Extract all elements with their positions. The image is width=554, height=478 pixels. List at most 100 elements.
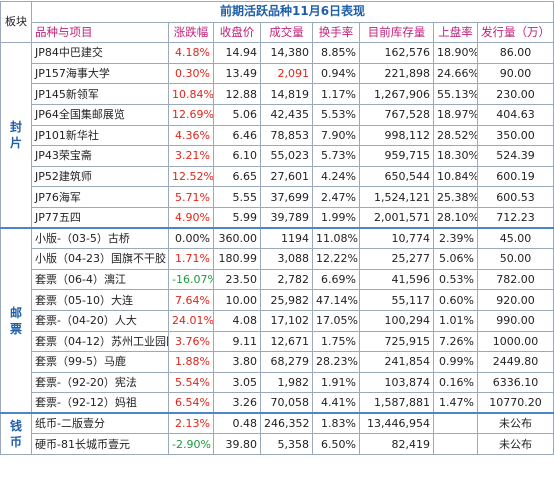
cell-volume: 1194	[260, 227, 313, 250]
cell-name: 纸币-二版壹分	[31, 412, 169, 435]
cell-name: 套票（99-5）马鹿	[31, 351, 169, 373]
cell-listing: 28.52%	[433, 124, 478, 147]
cell-issue: 90.00	[476, 62, 554, 85]
market-table: 板块 前期活跃品种11月6日表现 品种与项目 涨跌幅 收盘价 成交量 换手率 目…	[0, 0, 554, 456]
cell-turnover: 1.17%	[312, 83, 360, 105]
cell-close: 14.94	[213, 42, 261, 64]
col-header-volume: 成交量	[260, 21, 313, 44]
cell-stock: 725,915	[359, 330, 434, 353]
cell-issue: 未公布	[476, 433, 554, 456]
cell-name: JP76海军	[31, 186, 169, 208]
cell-listing: 0.53%	[433, 268, 478, 291]
table-row: JP52建筑师 12.52% 6.65 27,601 4.24% 650,544 10.84…	[1, 165, 554, 188]
cell-name: 套票（04-12）苏州工业园区	[31, 330, 169, 353]
cell-close: 6.46	[213, 124, 261, 147]
cell-listing: 55.13%	[433, 83, 478, 105]
cell-volume: 246,352	[260, 412, 313, 435]
cell-stock: 1,267,906	[359, 83, 434, 105]
table-row: 套票-（92-12）妈祖 6.54% 3.26 70,058 4.41% 1,587,88…	[1, 392, 554, 414]
cell-volume: 68,279	[260, 351, 313, 373]
cell-listing: 0.60%	[433, 289, 478, 311]
cell-listing: 18.90%	[433, 42, 478, 64]
cell-close: 5.06	[213, 103, 261, 126]
cell-change: -16.07%	[168, 268, 214, 291]
cell-change: 6.54%	[168, 392, 214, 414]
cell-issue: 1000.00	[476, 330, 554, 353]
cell-listing: 5.06%	[433, 248, 478, 270]
cell-listing: 18.97%	[433, 103, 478, 126]
cell-change: 12.52%	[168, 165, 214, 188]
cell-issue: 782.00	[476, 268, 554, 291]
section-label: 封 片	[0, 42, 32, 229]
table-row: 封 片 JP84中巴建交 4.18% 14.94 14,380 8.85% 162,576 1…	[0, 42, 554, 229]
cell-close: 12.88	[213, 83, 261, 105]
table-row: 钱 币纸币-二版壹分 2.13% 0.48 246,352 1.83% 13,446,95…	[0, 412, 554, 456]
cell-name: 小版（04-23）国旗不干胶	[31, 248, 169, 270]
cell-name: JP157海事大学	[31, 62, 169, 85]
cell-name: 硬币-81长城币壹元	[31, 433, 169, 456]
cell-name: JP84中巴建交	[31, 42, 169, 64]
cell-turnover: 47.14%	[312, 289, 360, 311]
cell-name: JP43荣宝斋	[31, 145, 169, 167]
cell-issue: 2449.80	[476, 351, 554, 373]
cell-volume: 5,358	[260, 433, 313, 456]
cell-turnover: 2.47%	[312, 186, 360, 208]
cell-turnover: 1.91%	[312, 371, 360, 394]
cell-listing: 10.84%	[433, 165, 478, 188]
cell-close: 13.49	[213, 62, 261, 85]
table-row: 套票（99-5）马鹿 1.88% 3.80 68,279 28.23% 241,854 0.…	[1, 351, 554, 373]
cell-stock: 100,294	[359, 309, 434, 332]
cell-stock: 767,528	[359, 103, 434, 126]
cell-name: 小版-（03-5）古桥	[31, 227, 169, 250]
cell-issue: 10770.20	[476, 392, 554, 414]
cell-stock: 650,544	[359, 165, 434, 188]
section-label: 钱 币	[0, 412, 32, 456]
cell-turnover: 6.69%	[312, 268, 360, 291]
table-row: JP145新领军 10.84% 12.88 14,819 1.17% 1,267,906 5…	[1, 83, 554, 105]
cell-stock: 959,715	[359, 145, 434, 167]
cell-close: 6.65	[213, 165, 261, 188]
cell-change: 4.90%	[168, 206, 214, 229]
cell-close: 180.99	[213, 248, 261, 270]
cell-issue: 600.19	[476, 165, 554, 188]
cell-volume: 17,102	[260, 309, 313, 332]
table-row: 套票（06-4）漓江 -16.07% 23.50 2,782 6.69% 41,596 0.…	[1, 268, 554, 291]
cell-change: 3.21%	[168, 145, 214, 167]
cell-turnover: 8.85%	[312, 42, 360, 64]
cell-listing: 24.66%	[433, 62, 478, 85]
cell-volume: 12,671	[260, 330, 313, 353]
table-row: 套票-（92-20）宪法 5.54% 3.05 1,982 1.91% 103,874 0.…	[1, 371, 554, 394]
col-header-issue: 发行量（万）	[476, 21, 554, 44]
cell-change: -2.90%	[168, 433, 214, 456]
cell-listing	[433, 412, 478, 435]
cell-change: 0.00%	[168, 227, 214, 250]
cell-change: 3.76%	[168, 330, 214, 353]
cell-listing: 25.38%	[433, 186, 478, 208]
table-row: 小版（04-23）国旗不干胶 1.71% 180.99 3,088 12.22% 25,2…	[1, 248, 554, 270]
cell-close: 39.80	[213, 433, 261, 456]
cell-turnover: 5.53%	[312, 103, 360, 126]
table-row: JP157海事大学 0.30% 13.49 2,091 0.94% 221,898 24.6…	[1, 62, 554, 85]
cell-change: 2.13%	[168, 412, 214, 435]
cell-listing: 0.16%	[433, 371, 478, 394]
table-row: 邮 票小版-（03-5）古桥 0.00% 360.00 1194 11.08% 10,77…	[0, 227, 554, 414]
cell-issue: 45.00	[476, 227, 554, 250]
cell-listing: 28.10%	[433, 206, 478, 229]
cell-stock: 13,446,954	[359, 412, 434, 435]
header-row: 品种与项目 涨跌幅 收盘价 成交量 换手率 目前库存量 上盘率 发行量（万）	[1, 21, 554, 44]
cell-issue: 524.39	[476, 145, 554, 167]
cell-turnover: 4.24%	[312, 165, 360, 188]
cell-stock: 2,001,571	[359, 206, 434, 229]
cell-volume: 1,982	[260, 371, 313, 394]
cell-change: 10.84%	[168, 83, 214, 105]
cell-stock: 241,854	[359, 351, 434, 373]
cell-change: 5.71%	[168, 186, 214, 208]
cell-volume: 3,088	[260, 248, 313, 270]
cell-name: 套票（06-4）漓江	[31, 268, 169, 291]
cell-volume: 14,819	[260, 83, 313, 105]
cell-stock: 103,874	[359, 371, 434, 394]
cell-change: 4.18%	[168, 42, 214, 64]
cell-name: 套票-（04-20）人大	[31, 309, 169, 332]
cell-issue: 712.23	[476, 206, 554, 229]
cell-listing	[433, 433, 478, 456]
